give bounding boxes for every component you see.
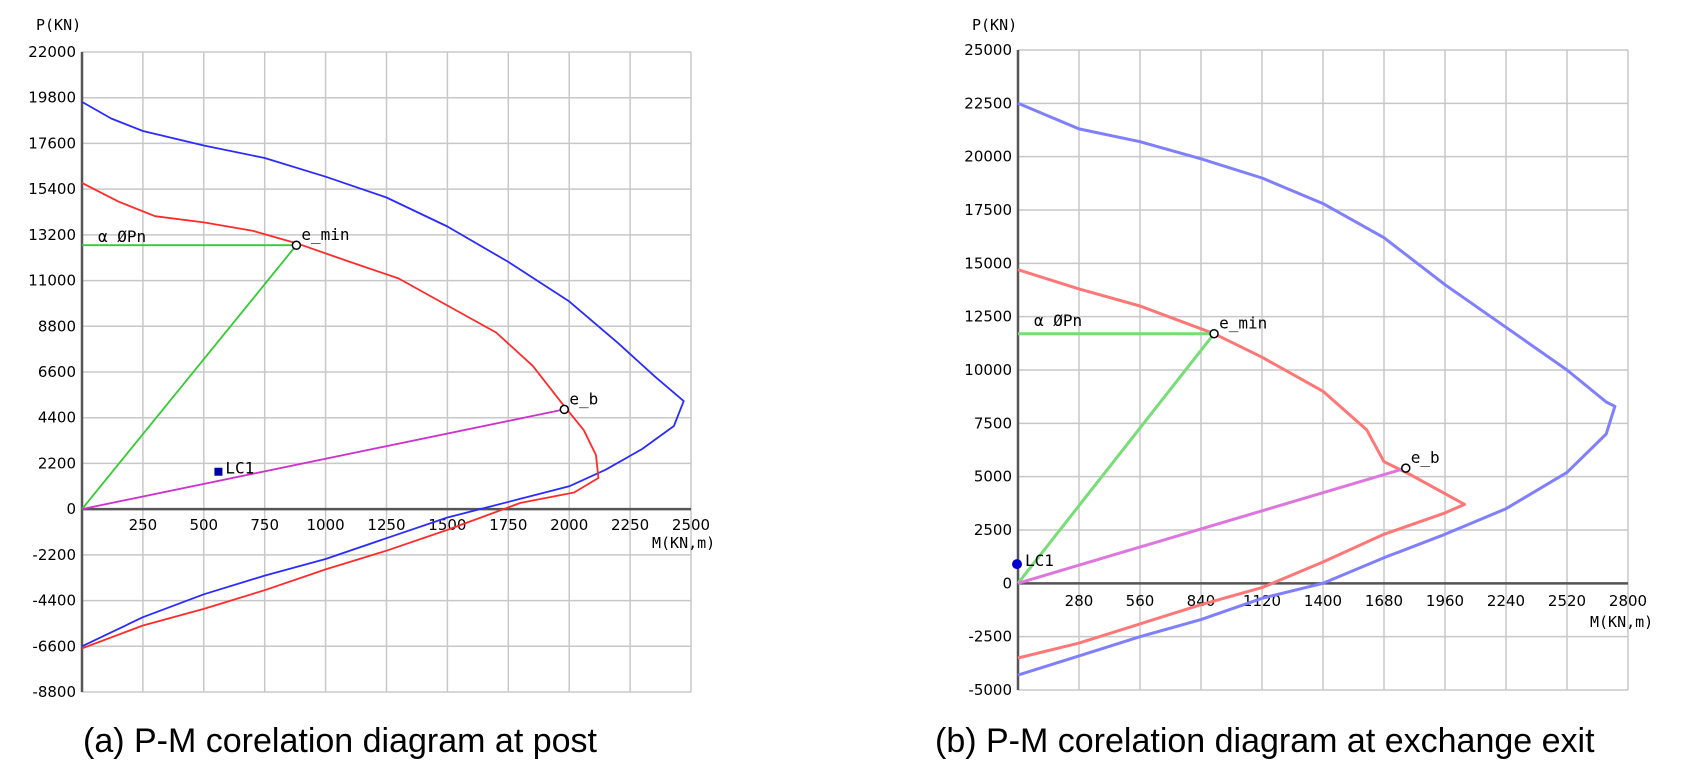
chart-a-series [81, 101, 685, 650]
chart-a-y-tick-label: 4400 [38, 409, 76, 427]
chart-b-y-tick-label: 10000 [964, 361, 1012, 379]
chart-a-y-tick-label: -2200 [32, 546, 76, 564]
chart-a-nominal-curve [81, 101, 685, 648]
chart-a-y-tick-labels: 2200019800176001540013200110008800660044… [28, 43, 76, 701]
chart-a-y-tick-label: 15400 [28, 180, 76, 198]
chart-a-load-case-point [214, 467, 223, 476]
chart-b-markers: e_min e_b LC1 [1012, 314, 1440, 570]
chart-a: 2200019800176001540013200110008800660044… [28, 16, 715, 760]
chart-b-y-tick-label: 22500 [964, 94, 1012, 112]
chart-a-x-tick-label: 500 [189, 516, 218, 534]
chart-a-caption: (a) P-M corelation diagram at post [83, 722, 598, 760]
chart-b-y-tick-label: -2500 [968, 628, 1012, 646]
chart-a-load-case-label: LC1 [225, 459, 254, 478]
chart-b-y-tick-label: 25000 [964, 41, 1012, 59]
chart-b-y-axis-title: P(KN) [972, 16, 1017, 34]
chart-b-y-tick-label: -5000 [968, 681, 1012, 699]
chart-a-x-tick-label: 1250 [367, 516, 405, 534]
chart-b-x-tick-label: 2800 [1609, 592, 1647, 610]
chart-b-y-tick-label: 5000 [974, 468, 1012, 486]
chart-b-x-axis-title: M(KN,m) [1590, 613, 1653, 631]
chart-a-marker-label-e-min: e_min [301, 225, 349, 244]
chart-b-y-tick-label: 15000 [964, 254, 1012, 272]
chart-b: 2500022500200001750015000125001000075005… [935, 16, 1653, 760]
chart-a-y-axis-title: P(KN) [36, 16, 81, 34]
chart-a-y-tick-label: -4400 [32, 592, 76, 610]
chart-b-caption: (b) P-M corelation diagram at exchange e… [935, 722, 1595, 760]
chart-b-y-tick-label: 20000 [964, 148, 1012, 166]
chart-a-phi-label: α ØPn [98, 227, 146, 246]
chart-a-y-tick-label: 6600 [38, 363, 76, 381]
chart-b-nominal-curve [1017, 101, 1617, 677]
chart-b-marker-label-e-min: e_min [1219, 314, 1267, 333]
chart-a-marker-e-min [291, 240, 302, 250]
chart-a-y-tick-label: 8800 [38, 317, 76, 335]
chart-a-y-tick-label: 0 [66, 500, 76, 518]
chart-b-series [1016, 101, 1617, 677]
chart-a-x-tick-labels: 250 500 750 1000 1250 1500 1750 2000 2250 2500 [129, 516, 711, 534]
chart-b-y-tick-label: 0 [1002, 574, 1012, 592]
chart-b-marker-e-b [1401, 463, 1411, 473]
chart-a-marker-e-b [559, 404, 570, 415]
chart-a-marker-label-e-b: e_b [569, 389, 598, 408]
chart-b-green-curve [1016, 332, 1216, 585]
chart-a-x-tick-label: 250 [129, 516, 158, 534]
chart-a-y-tick-label: 13200 [28, 226, 76, 244]
chart-b-y-tick-label: 17500 [964, 201, 1012, 219]
chart-a-x-tick-label: 2250 [611, 516, 649, 534]
chart-b-load-case-point [1012, 559, 1022, 570]
chart-b-marker-label-e-b: e_b [1411, 448, 1440, 467]
chart-a-magenta-curve [81, 408, 565, 510]
chart-a-y-tick-label: 2200 [38, 454, 76, 472]
chart-b-x-tick-label: 1680 [1365, 592, 1403, 610]
chart-a-x-tick-label: 2000 [550, 516, 588, 534]
chart-b-y-tick-label: 7500 [974, 414, 1012, 432]
chart-a-grid [81, 51, 692, 693]
chart-b-design-curve [1017, 268, 1467, 660]
chart-a-design-curve [81, 182, 600, 650]
chart-b-x-tick-label: 2240 [1487, 592, 1525, 610]
chart-a-y-tick-label: 19800 [28, 89, 76, 107]
chart-a-markers: e_min e_b LC1 [214, 225, 598, 478]
chart-b-y-tick-labels: 2500022500200001750015000125001000075005… [964, 41, 1012, 699]
chart-a-axes [80, 52, 691, 692]
chart-b-magenta-curve [1017, 466, 1407, 585]
chart-b-x-tick-label: 1960 [1426, 592, 1464, 610]
chart-b-phi-label: α ØPn [1034, 311, 1082, 330]
chart-a-x-tick-label: 2500 [672, 516, 710, 534]
chart-a-y-tick-label: 11000 [28, 272, 76, 290]
chart-b-x-tick-labels: 280 560 840 1120 1400 1680 1960 2240 2520 2800 [1065, 592, 1647, 610]
chart-a-x-tick-label: 1750 [489, 516, 527, 534]
chart-b-load-case-label: LC1 [1025, 551, 1054, 570]
chart-b-y-tick-label: 2500 [974, 521, 1012, 539]
chart-b-x-tick-label: 560 [1126, 592, 1155, 610]
chart-a-y-tick-label: 17600 [28, 134, 76, 152]
chart-a-y-tick-label: -8800 [32, 683, 76, 701]
chart-a-y-tick-label: 22000 [28, 43, 76, 61]
chart-b-x-tick-label: 280 [1065, 592, 1094, 610]
chart-b-x-tick-label: 1400 [1304, 592, 1342, 610]
chart-a-x-axis-title: M(KN,m) [652, 534, 715, 552]
chart-a-y-tick-label: -6600 [32, 637, 76, 655]
chart-b-y-tick-label: 12500 [964, 308, 1012, 326]
chart-a-x-tick-label: 1000 [307, 516, 345, 534]
chart-b-marker-e-min [1209, 328, 1219, 339]
chart-b-x-tick-label: 2520 [1548, 592, 1586, 610]
chart-a-x-tick-label: 750 [250, 516, 279, 534]
